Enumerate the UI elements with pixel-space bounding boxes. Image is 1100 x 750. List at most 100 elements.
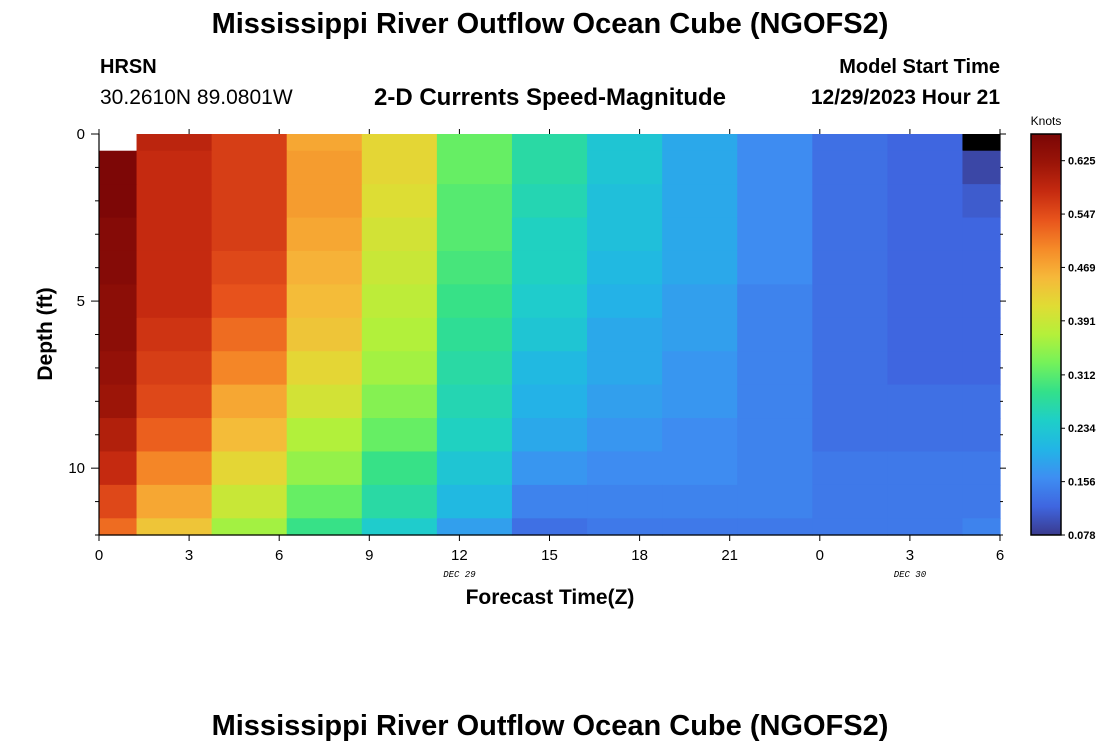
heatmap-cell	[211, 184, 288, 219]
heatmap-cell	[662, 451, 738, 486]
heatmap-cell	[962, 418, 1001, 453]
heatmap-cell	[211, 451, 288, 486]
x-tick-label: 15	[541, 547, 558, 564]
heatmap-cell	[511, 217, 588, 252]
heatmap-cell	[737, 317, 813, 352]
heatmap-cell	[136, 184, 213, 219]
heatmap-cell	[99, 518, 138, 536]
heatmap-cell	[662, 284, 738, 319]
heatmap-cell	[737, 250, 813, 285]
heatmap-cell	[962, 284, 1001, 319]
heatmap-cell	[737, 217, 813, 252]
heatmap-cell	[361, 134, 438, 152]
heatmap-cell	[436, 250, 513, 285]
heatmap-cell	[136, 284, 213, 319]
heatmap-cell	[812, 217, 888, 252]
y-tick-label: 5	[77, 293, 85, 310]
heatmap-cell	[587, 134, 663, 152]
heatmap-cell	[361, 518, 438, 536]
heatmap-cell	[436, 317, 513, 352]
heatmap-cell	[286, 384, 363, 419]
heatmap-cell	[436, 518, 513, 536]
heatmap-cell	[662, 418, 738, 453]
heatmap-cell	[737, 451, 813, 486]
heatmap-cell	[136, 150, 213, 185]
heatmap-cell	[662, 351, 738, 386]
heatmap-cell	[361, 451, 438, 486]
heatmap-cell	[662, 484, 738, 519]
heatmap-cell	[286, 284, 363, 319]
heatmap-cell	[211, 484, 288, 519]
heatmap-cell	[136, 451, 213, 486]
x-date-label: DEC 29	[443, 570, 476, 580]
chart-title: Mississippi River Outflow Ocean Cube (NG…	[211, 8, 889, 40]
heatmap-cell	[136, 351, 213, 386]
heatmap-cell	[962, 384, 1001, 419]
heatmap-cell	[511, 250, 588, 285]
heatmap-cell	[286, 418, 363, 453]
heatmap-cell	[436, 150, 513, 185]
heatmap-cell	[812, 317, 888, 352]
colorbar-tick-label: 0.078	[1068, 530, 1096, 542]
y-axis-title: Depth (ft)	[34, 287, 57, 380]
heatmap-cell	[887, 134, 964, 152]
heatmap-cell	[211, 150, 288, 185]
heatmap-cell	[286, 518, 363, 536]
heatmap-cell	[99, 250, 138, 285]
footer-title: Mississippi River Outflow Ocean Cube (NG…	[211, 710, 889, 742]
heatmap-cell	[737, 518, 813, 536]
heatmap-cell	[511, 451, 588, 486]
heatmap-cell	[211, 418, 288, 453]
heatmap-cell	[511, 184, 588, 219]
heatmap-cell	[136, 484, 213, 519]
heatmap-cell	[286, 150, 363, 185]
x-tick-label: 12	[451, 547, 468, 564]
heatmap-cell	[286, 351, 363, 386]
heatmap-cell	[286, 217, 363, 252]
heatmap-cell	[662, 217, 738, 252]
heatmap-cell	[887, 351, 964, 386]
heatmap-cell	[587, 451, 663, 486]
heatmap-cell	[286, 484, 363, 519]
heatmap-cell	[211, 250, 288, 285]
heatmap-cell	[812, 250, 888, 285]
heatmap-cell	[587, 250, 663, 285]
heatmap-cell	[99, 451, 138, 486]
heatmap-cell	[361, 150, 438, 185]
heatmap-cell	[136, 418, 213, 453]
heatmap-cell	[962, 518, 1001, 536]
heatmap-cell	[812, 484, 888, 519]
heatmap-cell	[812, 184, 888, 219]
colorbar: 0.625 0.547 0.469 0.391 0.312 0.234 0.156 0.078	[1030, 133, 1096, 542]
heatmap-cell	[887, 184, 964, 219]
x-tick-label: 21	[721, 547, 738, 564]
x-tick-label: 6	[996, 547, 1004, 564]
heatmap-cell	[887, 317, 964, 352]
heatmap-cell	[436, 217, 513, 252]
heatmap-cell	[962, 484, 1001, 519]
heatmap-cell	[436, 484, 513, 519]
heatmap-cell	[812, 351, 888, 386]
station-coordinates: 30.2610N 89.0801W	[100, 86, 293, 109]
heatmap-cell	[662, 518, 738, 536]
heatmap-cell	[962, 351, 1001, 386]
heatmap-cell	[211, 351, 288, 386]
model-start-label: Model Start Time	[839, 56, 1000, 78]
heatmap-cell	[99, 150, 138, 185]
heatmap-cell	[737, 134, 813, 152]
heatmap-cell	[962, 150, 1001, 185]
x-tick-label: 0	[95, 547, 103, 564]
colorbar-tick-label: 0.469	[1068, 262, 1096, 274]
heatmap-cell	[737, 184, 813, 219]
heatmap-cell	[361, 484, 438, 519]
heatmap-cell	[737, 150, 813, 185]
heatmap-cell	[662, 250, 738, 285]
heatmap-cell	[136, 317, 213, 352]
heatmap-cell	[812, 418, 888, 453]
heatmap-cell	[511, 518, 588, 536]
heatmap-cell	[737, 351, 813, 386]
heatmap-cell	[812, 518, 888, 536]
heatmap-cell	[136, 250, 213, 285]
heatmap-cell	[286, 134, 363, 152]
